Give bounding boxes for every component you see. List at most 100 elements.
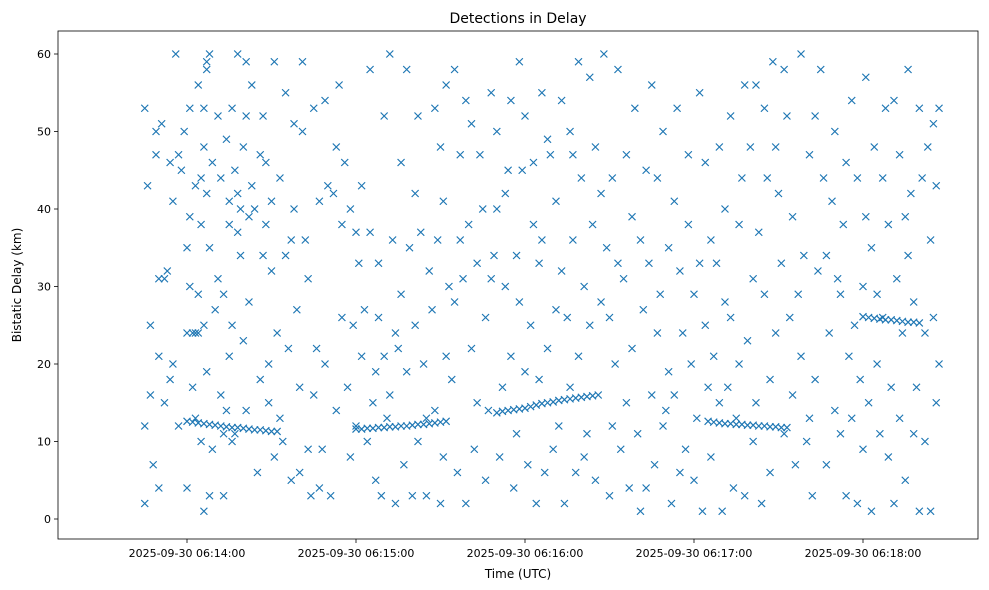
detection-point [898, 329, 907, 337]
detection-point [625, 484, 634, 492]
detection-point [385, 422, 394, 431]
detection-point [211, 305, 220, 314]
x-axis: 2025-09-30 06:14:00 2025-09-30 06:15:00 20… [129, 539, 922, 560]
detection-point [915, 319, 924, 327]
detection-point [844, 352, 853, 361]
detection-point [926, 507, 935, 516]
x-axis-label: Time (UTC) [484, 567, 551, 581]
detection-point [290, 119, 298, 128]
detection-point [921, 437, 929, 446]
detection-point [205, 50, 214, 58]
detection-point [360, 305, 369, 314]
y-tick-label: 50 [37, 126, 51, 139]
detection-point [740, 81, 749, 89]
detection-point [904, 251, 912, 260]
detection-point [447, 375, 456, 384]
detection-point [346, 205, 355, 213]
detection-point [577, 174, 586, 182]
detection-point [537, 88, 546, 97]
detection-point [532, 499, 541, 508]
detection-point [574, 352, 583, 361]
detection-point [726, 112, 735, 120]
detection-point [890, 499, 898, 508]
detection-point [205, 491, 214, 500]
detection-point [867, 243, 876, 252]
detection-point [183, 329, 191, 337]
detection-point [197, 174, 206, 182]
detection-point [757, 499, 766, 508]
detection-point [712, 259, 721, 268]
detection-point [684, 220, 693, 229]
detection-point [743, 421, 752, 430]
detection-point [194, 329, 203, 337]
detection-point [487, 88, 496, 97]
detection-point [270, 453, 279, 461]
detection-point [185, 104, 194, 113]
detection-point [608, 174, 617, 182]
detection-point [752, 398, 760, 407]
detection-point [219, 491, 228, 500]
detection-point [453, 468, 462, 477]
detection-point [309, 391, 318, 399]
detection-point [197, 437, 206, 446]
detection-point [312, 344, 321, 353]
detection-point [214, 112, 222, 120]
detection-point [935, 360, 943, 368]
detection-point [566, 383, 574, 392]
data-points [140, 50, 943, 516]
detection-point [304, 274, 313, 283]
detection-point [394, 344, 403, 353]
detection-point [222, 406, 231, 415]
detection-point [216, 391, 225, 399]
x-tick-label: 2025-09-30 06:14:00 [129, 547, 246, 560]
detection-point [915, 104, 924, 113]
detection-point [830, 406, 839, 415]
detection-point [684, 150, 693, 159]
detection-point [828, 197, 836, 206]
detection-point [343, 383, 352, 392]
detection-point [202, 65, 211, 74]
detection-point [526, 321, 535, 330]
detection-point [301, 236, 310, 244]
detection-point [261, 220, 270, 229]
detection-point [861, 212, 870, 221]
detection-point [760, 104, 769, 113]
x-tick-label: 2025-09-30 06:18:00 [805, 547, 922, 560]
detection-point [749, 437, 758, 446]
detection-point [276, 174, 284, 182]
detection-point [599, 50, 608, 58]
detection-point [847, 96, 856, 105]
detection-point [166, 375, 175, 384]
detection-point [461, 499, 470, 508]
x-tick-label: 2025-09-30 06:17:00 [636, 547, 753, 560]
detection-point [836, 429, 845, 438]
detection-point [264, 398, 273, 407]
detection-point [695, 259, 704, 268]
detection-point [709, 352, 718, 361]
detection-point [439, 197, 448, 206]
detection-point [602, 243, 611, 252]
detection-point [430, 406, 439, 415]
detection-point [701, 158, 710, 167]
detection-point [580, 453, 589, 461]
detection-point [335, 81, 344, 89]
detection-point [512, 429, 521, 438]
detection-point [915, 507, 924, 516]
detection-point [495, 453, 504, 461]
detection-point [329, 189, 338, 198]
detection-point [154, 484, 163, 492]
detection-point [892, 274, 901, 283]
detection-point [552, 197, 560, 206]
detection-point [822, 460, 831, 469]
detection-point [287, 236, 296, 244]
detection-point [912, 383, 921, 392]
detection-point [168, 197, 177, 206]
detection-point [399, 460, 408, 469]
detection-point [149, 460, 158, 469]
detection-point [768, 57, 777, 66]
detection-point [185, 212, 194, 221]
detection-point [154, 352, 163, 361]
detection-point [791, 460, 800, 469]
detection-point [580, 282, 589, 291]
detection-point [230, 429, 239, 438]
